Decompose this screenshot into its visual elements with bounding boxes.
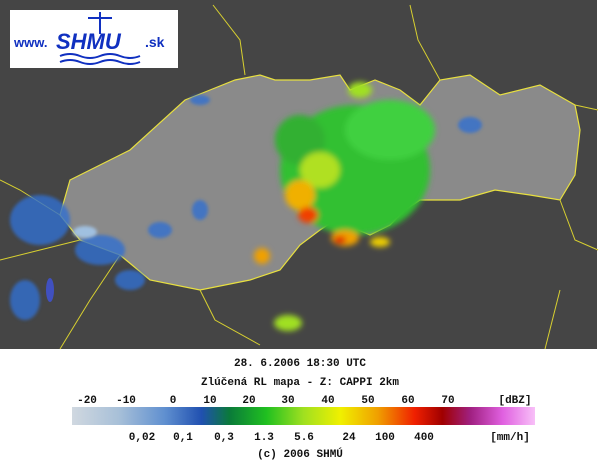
logo: www. SHMU .sk	[10, 10, 178, 68]
dbz-label: 50	[361, 395, 374, 407]
rain-label: 400	[414, 432, 434, 444]
dbz-unit: [dBZ]	[498, 395, 531, 407]
dbz-label: 10	[203, 395, 216, 407]
color-scale	[72, 407, 535, 425]
dbz-label: 20	[242, 395, 255, 407]
radar-echoes	[10, 82, 482, 331]
rain-label: 100	[375, 432, 395, 444]
timestamp: 28. 6.2006 18:30 UTC	[234, 358, 366, 370]
dbz-label: 60	[401, 395, 414, 407]
dbz-label: 0	[170, 395, 177, 407]
rain-unit: [mm/h]	[490, 432, 530, 444]
dbz-label: -20	[77, 395, 97, 407]
product: Zlúčená RL mapa - Z: CAPPI 2km	[201, 377, 399, 389]
dbz-label: 40	[321, 395, 334, 407]
legend: -20 -10 0 10 20 30 40 50 60 70 [dBZ] 0,02 0,1 0,3 1.3 5…	[77, 395, 531, 444]
rain-label: 0,1	[173, 432, 193, 444]
rain-label: 5.6	[294, 432, 314, 444]
copyright: (c) 2006 SHMÚ	[257, 447, 343, 461]
logo-name: SHMU	[56, 29, 122, 54]
logo-prefix: www.	[13, 35, 47, 50]
logo-vane	[88, 12, 112, 34]
logo-suffix: .sk	[145, 34, 165, 50]
rain-label: 0,02	[129, 432, 155, 444]
logo-waves	[59, 53, 141, 65]
rain-label: 0,3	[214, 432, 234, 444]
dbz-label: 70	[441, 395, 454, 407]
rain-label: 1.3	[254, 432, 274, 444]
dbz-label: 30	[281, 395, 294, 407]
map	[0, 0, 599, 350]
dbz-label: -10	[116, 395, 136, 407]
rain-label: 24	[342, 432, 356, 444]
